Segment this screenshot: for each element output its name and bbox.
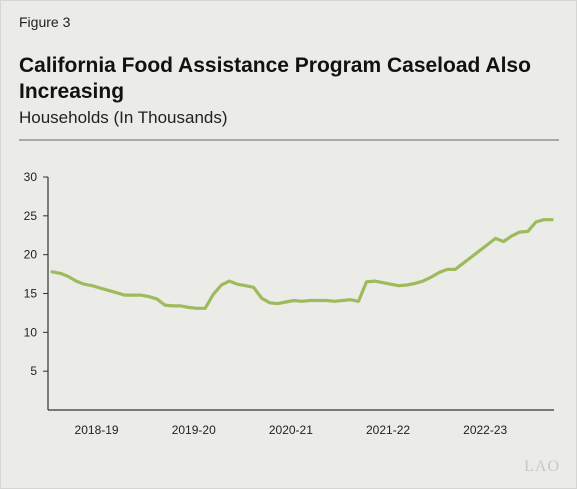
y-tick-label: 15 <box>24 287 38 301</box>
figure-label: Figure 3 <box>19 14 71 30</box>
series-layer <box>50 218 554 310</box>
chart-title: California Food Assistance Program Casel… <box>19 54 531 103</box>
y-tick-label: 30 <box>24 170 38 184</box>
y-tick-label: 20 <box>24 248 38 262</box>
y-tick-label: 10 <box>24 325 38 339</box>
x-tick-label: 2020-21 <box>269 423 313 437</box>
caseload-series-line <box>50 218 554 310</box>
y-axis-ticks: 5 10 15 20 25 30 <box>24 170 48 378</box>
chart-subtitle: Households (In Thousands) <box>19 108 228 127</box>
x-tick-label: 2022-23 <box>463 423 507 437</box>
x-tick-label: 2021-22 <box>366 423 410 437</box>
x-tick-label: 2019-20 <box>172 423 216 437</box>
title-divider <box>19 139 559 141</box>
x-axis-ticks: 2018-19 2019-20 2020-21 2021-22 2022-23 <box>75 423 508 437</box>
x-tick-label: 2018-19 <box>75 423 119 437</box>
y-tick-label: 5 <box>30 364 37 378</box>
y-tick-label: 25 <box>24 209 38 223</box>
lao-logo: LAO <box>524 458 560 475</box>
